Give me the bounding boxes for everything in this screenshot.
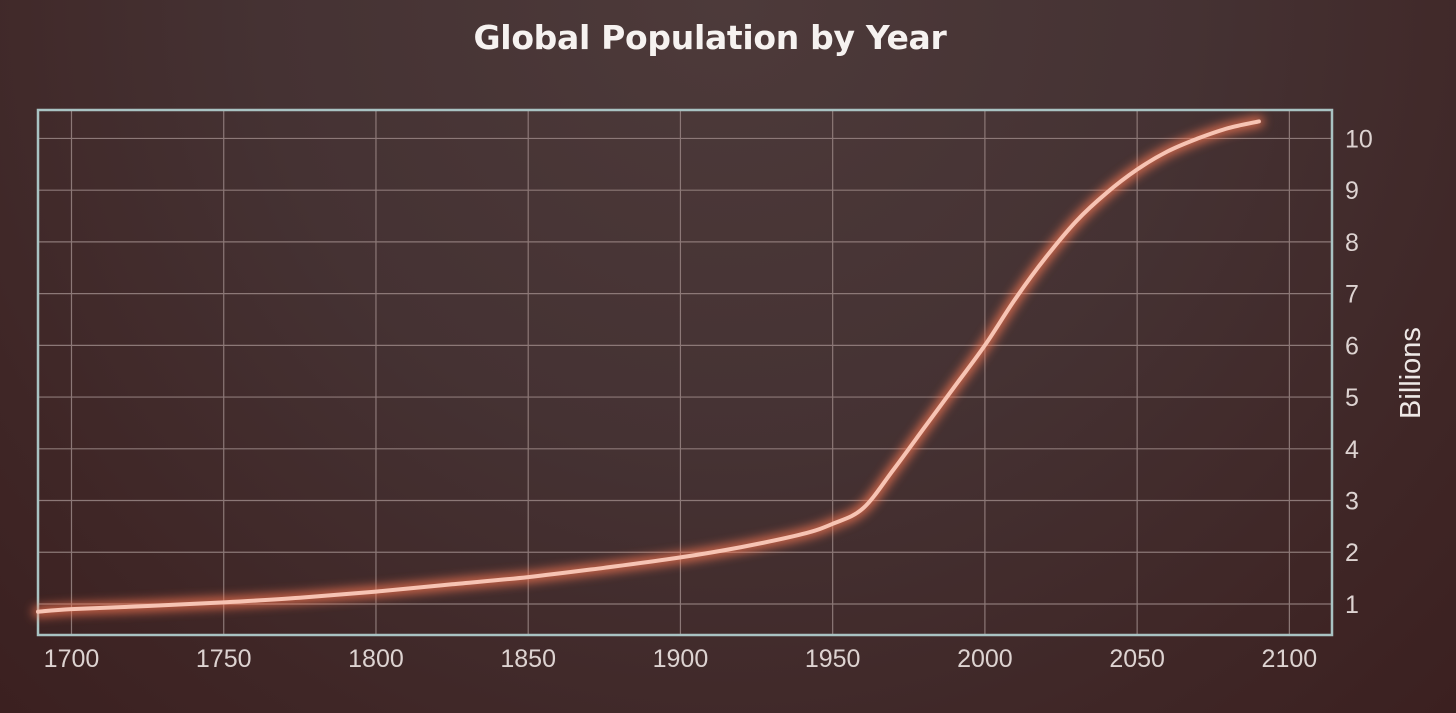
x-tick-label: 2100 [1262,645,1318,673]
x-tick-label: 1850 [500,645,556,673]
y-tick-label: 9 [1345,177,1359,205]
y-tick-label: 10 [1345,125,1373,153]
y-tick-label: 3 [1345,488,1359,516]
x-tick-label: 1700 [44,645,100,673]
y-tick-label: 6 [1345,332,1359,360]
x-tick-label: 2050 [1109,645,1165,673]
x-tick-label: 1750 [196,645,252,673]
y-tick-label: 5 [1345,384,1359,412]
x-tick-label: 1800 [348,645,404,673]
y-tick-label: 2 [1345,539,1359,567]
x-axis: 1700 1750 1800 1850 1900 1950 2000 2050 2100 [44,645,1318,673]
x-tick-label: 2000 [957,645,1013,673]
y-tick-label: 8 [1345,229,1359,257]
x-tick-label: 1950 [805,645,861,673]
plot-frame [36,108,1334,637]
chart-title: Global Population by Year [473,18,947,57]
y-tick-label: 1 [1345,591,1359,619]
y-tick-label: 7 [1345,281,1359,309]
y-tick-label: 4 [1345,436,1359,464]
series-line [36,119,1261,614]
series-layer [32,115,1265,618]
y-axis: 1 2 3 4 5 6 7 8 9 10 [1345,125,1373,619]
y-axis-label: Billions [1395,327,1427,419]
x-tick-label: 1900 [653,645,709,673]
series-line-glow [32,115,1265,618]
